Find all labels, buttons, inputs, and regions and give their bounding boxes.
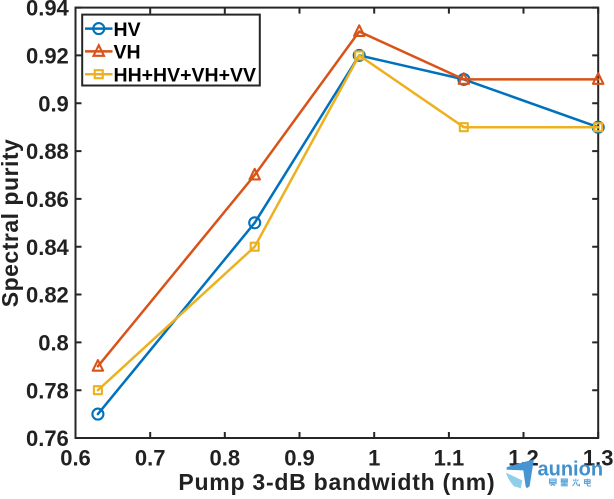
svg-text:Spectral purity: Spectral purity bbox=[0, 139, 23, 308]
svg-text:aunion: aunion bbox=[538, 459, 604, 481]
svg-text:0.82: 0.82 bbox=[26, 283, 69, 308]
svg-text:0.9: 0.9 bbox=[284, 446, 315, 471]
svg-text:HV: HV bbox=[114, 19, 141, 41]
svg-text:0.8: 0.8 bbox=[210, 446, 241, 471]
svg-text:0.76: 0.76 bbox=[26, 426, 69, 451]
svg-text:0.7: 0.7 bbox=[135, 446, 166, 471]
svg-text:0.92: 0.92 bbox=[26, 44, 69, 69]
svg-text:0.94: 0.94 bbox=[26, 0, 70, 21]
svg-text:0.8: 0.8 bbox=[38, 331, 69, 356]
svg-text:0.88: 0.88 bbox=[26, 139, 69, 164]
svg-text:0.86: 0.86 bbox=[26, 187, 69, 212]
svg-text:0.6: 0.6 bbox=[60, 446, 91, 471]
svg-text:VH: VH bbox=[114, 42, 141, 64]
svg-text:0.9: 0.9 bbox=[38, 91, 69, 116]
svg-text:Pump 3-dB bandwidth (nm): Pump 3-dB bandwidth (nm) bbox=[178, 469, 495, 495]
svg-text:0.78: 0.78 bbox=[26, 378, 69, 403]
svg-text:1.1: 1.1 bbox=[434, 446, 465, 471]
svg-text:1.3: 1.3 bbox=[583, 446, 614, 471]
svg-text:0.84: 0.84 bbox=[26, 235, 70, 260]
svg-text:HH+HV+VH+VV: HH+HV+VH+VV bbox=[114, 64, 257, 86]
svg-text:1: 1 bbox=[368, 446, 380, 471]
